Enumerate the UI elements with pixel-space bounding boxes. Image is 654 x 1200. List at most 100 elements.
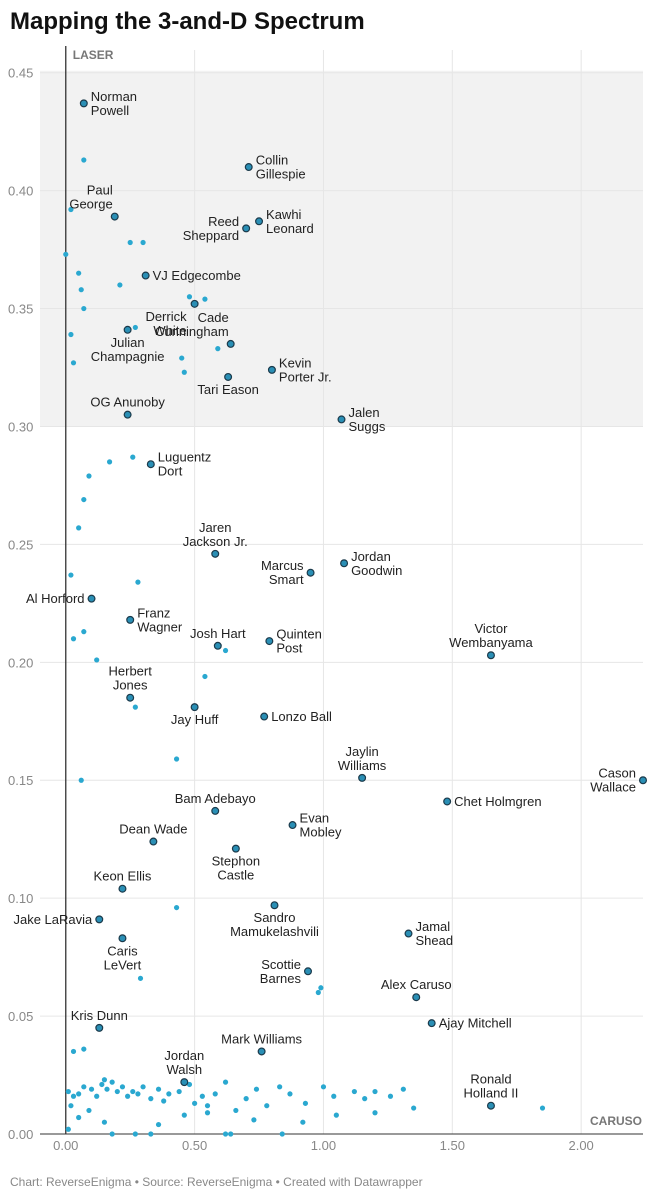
labeled-data-point bbox=[79, 99, 88, 108]
data-point bbox=[106, 459, 113, 465]
data-point bbox=[81, 1046, 87, 1052]
data-point bbox=[130, 1088, 136, 1095]
point-label: Ronald Holland II bbox=[464, 1072, 519, 1101]
point-label: Victor Wembanyama bbox=[449, 621, 533, 650]
data-point bbox=[253, 1086, 260, 1092]
data-point bbox=[78, 287, 84, 293]
y-tick-label: 0.10 bbox=[8, 891, 33, 906]
labeled-data-point bbox=[126, 615, 135, 624]
y-tick-label: 0.20 bbox=[8, 655, 33, 670]
labeled-points bbox=[79, 99, 647, 1110]
labeled-data-point bbox=[95, 915, 104, 924]
x-tick-label: 0.00 bbox=[53, 1138, 78, 1153]
data-point bbox=[202, 673, 208, 680]
point-label: Kris Dunn bbox=[71, 1008, 128, 1023]
labeled-data-point bbox=[255, 217, 264, 226]
laser-region-band bbox=[40, 70, 643, 427]
y-tick-label: 0.15 bbox=[8, 773, 33, 788]
point-label: Alex Caruso bbox=[381, 977, 452, 992]
data-point bbox=[333, 1112, 339, 1118]
data-point bbox=[125, 1093, 131, 1099]
data-point bbox=[65, 1088, 71, 1095]
data-point bbox=[104, 1086, 110, 1092]
labeled-data-point bbox=[123, 325, 132, 334]
point-label: Chet Holmgren bbox=[454, 794, 541, 809]
labeled-data-point bbox=[242, 224, 251, 233]
data-point bbox=[76, 1114, 82, 1121]
y-tick-label: 0.35 bbox=[8, 302, 33, 317]
data-point bbox=[76, 270, 82, 276]
labeled-data-point bbox=[118, 934, 127, 943]
point-label: Mark Williams bbox=[221, 1031, 302, 1046]
labeled-data-point bbox=[404, 929, 413, 938]
data-point bbox=[63, 251, 69, 257]
data-point bbox=[173, 756, 180, 762]
y-tick-label: 0.45 bbox=[8, 66, 33, 81]
data-point bbox=[300, 1119, 306, 1125]
point-label: Luguentz Dort bbox=[158, 450, 212, 479]
data-point bbox=[70, 360, 77, 366]
point-label: Tari Eason bbox=[197, 382, 258, 397]
data-point bbox=[132, 1131, 138, 1137]
labeled-data-point bbox=[270, 901, 279, 910]
data-point bbox=[287, 1091, 293, 1097]
point-label: Jordan Goodwin bbox=[351, 549, 402, 578]
data-point bbox=[65, 1126, 71, 1132]
data-point bbox=[94, 1093, 100, 1099]
data-point bbox=[88, 1086, 95, 1092]
point-label: Caris LeVert bbox=[104, 943, 142, 972]
data-point bbox=[76, 525, 82, 531]
labeled-data-point bbox=[638, 776, 647, 785]
point-label: Sandro Mamukelashvili bbox=[230, 910, 319, 939]
labeled-data-point bbox=[146, 460, 155, 469]
point-label: Jamal Shead bbox=[416, 919, 454, 948]
labeled-data-point bbox=[190, 299, 199, 308]
labeled-data-point bbox=[180, 1078, 189, 1087]
point-label: Paul George bbox=[69, 183, 112, 212]
data-point bbox=[81, 1084, 87, 1090]
data-point bbox=[251, 1117, 257, 1123]
data-point bbox=[135, 579, 141, 585]
labeled-data-point bbox=[126, 693, 135, 702]
labeled-data-point bbox=[123, 410, 132, 419]
data-point bbox=[318, 985, 324, 991]
point-label: Jaylin Williams bbox=[338, 744, 387, 773]
data-point bbox=[362, 1096, 368, 1102]
data-point bbox=[135, 1091, 141, 1097]
point-label: Reed Sheppard bbox=[183, 214, 239, 243]
point-label: Cason Wallace bbox=[590, 766, 636, 795]
labeled-data-point bbox=[306, 568, 315, 577]
data-point bbox=[173, 904, 180, 911]
labeled-data-point bbox=[427, 1019, 436, 1028]
data-point bbox=[68, 206, 74, 213]
data-point bbox=[186, 294, 193, 300]
data-point bbox=[76, 1091, 82, 1097]
data-point bbox=[166, 1091, 172, 1097]
labeled-data-point bbox=[260, 712, 269, 721]
data-point bbox=[81, 629, 87, 635]
axes bbox=[40, 46, 643, 1135]
labeled-data-point bbox=[244, 163, 253, 172]
data-point bbox=[204, 1110, 211, 1116]
point-label: Jake LaRavia bbox=[13, 912, 93, 927]
data-point bbox=[176, 1088, 182, 1095]
data-point bbox=[101, 1077, 108, 1083]
labeled-data-point bbox=[224, 372, 233, 381]
data-point bbox=[70, 1093, 77, 1099]
data-point bbox=[81, 305, 87, 312]
data-point bbox=[140, 239, 146, 246]
point-label: Jay Huff bbox=[171, 712, 219, 727]
y-tick-label: 0.00 bbox=[8, 1127, 33, 1142]
corner-labels: LASER CARUSO bbox=[73, 48, 642, 1128]
y-tick-label: 0.25 bbox=[8, 537, 33, 552]
data-point bbox=[204, 1103, 211, 1109]
data-point bbox=[233, 1107, 239, 1114]
x-tick-label: 1.00 bbox=[311, 1138, 336, 1153]
data-point bbox=[277, 1084, 283, 1090]
point-label: Jalen Suggs bbox=[349, 405, 386, 434]
data-point bbox=[400, 1086, 406, 1092]
data-point bbox=[81, 496, 87, 503]
labeled-data-point bbox=[257, 1047, 266, 1056]
labeled-data-point bbox=[213, 641, 222, 650]
